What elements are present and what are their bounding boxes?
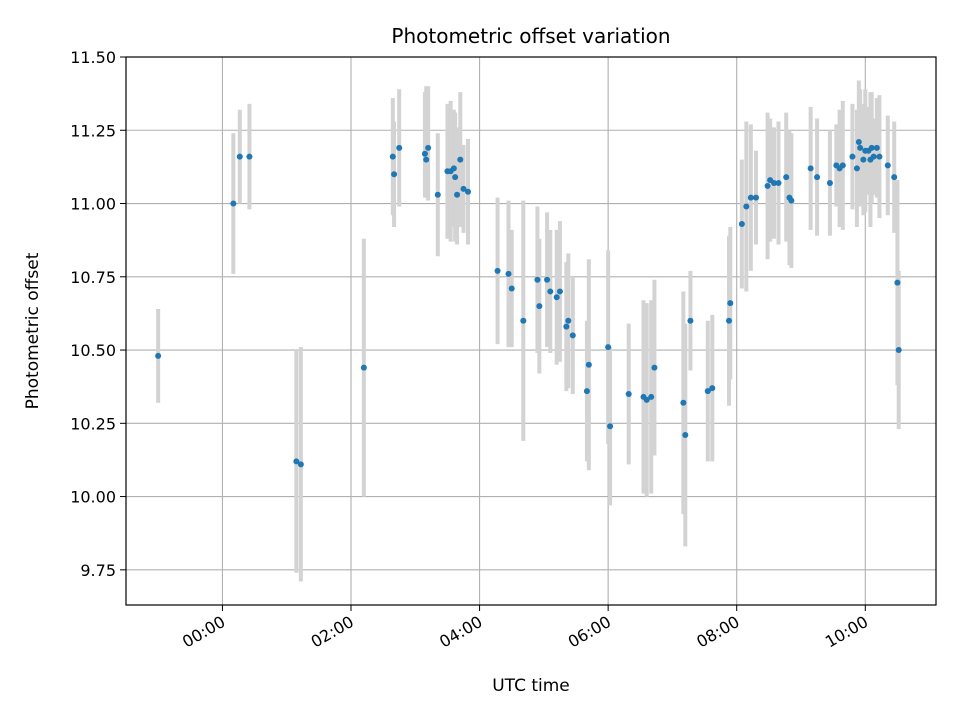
data-point <box>585 361 592 368</box>
data-point <box>651 364 658 371</box>
y-tick-label: 10.25 <box>70 414 116 433</box>
data-point <box>682 432 689 439</box>
data-point <box>460 185 467 192</box>
y-tick-label: 11.25 <box>70 121 116 140</box>
data-point <box>246 153 253 160</box>
data-point <box>625 391 632 398</box>
data-point <box>434 191 441 198</box>
data-point <box>868 144 875 151</box>
data-point <box>494 267 501 274</box>
data-point <box>855 138 862 145</box>
x-axis-label: UTC time <box>492 676 570 696</box>
data-point <box>873 144 880 151</box>
data-point <box>421 150 428 157</box>
y-tick-label: 10.50 <box>70 341 116 360</box>
data-point <box>709 385 716 392</box>
data-point <box>891 174 898 181</box>
data-point <box>452 174 459 181</box>
data-point <box>783 174 790 181</box>
data-point <box>727 300 734 307</box>
y-axis-label: Photometric offset <box>23 252 43 409</box>
data-points <box>155 138 902 468</box>
data-point <box>894 279 901 286</box>
data-point <box>396 144 403 151</box>
data-point <box>553 294 560 301</box>
data-point <box>230 200 237 207</box>
data-point <box>236 153 243 160</box>
data-point <box>895 347 902 354</box>
data-point <box>293 458 300 465</box>
data-point <box>743 203 750 210</box>
y-tick-label: 10.75 <box>70 268 116 287</box>
data-point <box>726 317 732 324</box>
data-point <box>839 162 846 169</box>
data-point <box>360 364 367 371</box>
data-point <box>687 317 694 324</box>
data-point <box>563 323 570 330</box>
y-tick-label: 9.75 <box>80 561 116 580</box>
data-point <box>814 174 821 181</box>
data-point <box>747 194 754 201</box>
y-tick-label: 10.00 <box>70 488 116 507</box>
data-point <box>764 182 771 189</box>
data-point <box>807 165 814 172</box>
data-point <box>607 423 614 430</box>
y-axis-ticks: 9.75 10.00 10.25 10.50 10.75 11.00 11.25 11.50 <box>70 48 126 580</box>
data-point <box>505 270 512 277</box>
data-point <box>423 156 430 163</box>
data-point <box>534 276 541 283</box>
data-point <box>857 144 864 151</box>
data-point <box>826 180 833 187</box>
plot-frame <box>125 56 937 606</box>
data-point <box>788 197 795 204</box>
data-point <box>605 344 612 351</box>
data-point <box>297 461 304 468</box>
chart-title: Photometric offset variation <box>391 24 670 48</box>
data-point <box>544 276 551 283</box>
data-point <box>753 194 759 201</box>
data-point <box>648 393 655 400</box>
data-point <box>565 317 572 324</box>
y-tick-label: 11.00 <box>70 195 116 214</box>
data-point <box>738 221 745 228</box>
data-point <box>860 156 867 163</box>
data-point <box>870 153 877 160</box>
data-point <box>569 332 576 339</box>
data-point <box>583 388 590 395</box>
data-point <box>536 303 543 310</box>
data-point <box>884 162 891 169</box>
data-point <box>704 388 711 395</box>
data-point <box>771 180 777 187</box>
data-point <box>853 165 860 172</box>
data-point <box>680 399 687 406</box>
data-point <box>465 188 471 195</box>
data-point <box>547 288 554 295</box>
data-point <box>520 317 527 324</box>
data-point <box>775 180 782 187</box>
data-point <box>425 144 432 151</box>
data-point <box>508 285 515 292</box>
data-point <box>849 153 856 160</box>
data-point <box>450 165 457 172</box>
data-point <box>454 191 461 198</box>
data-point <box>391 171 398 178</box>
data-point <box>556 288 563 295</box>
data-point <box>457 156 464 163</box>
data-point <box>389 153 396 160</box>
data-point <box>155 352 162 359</box>
y-tick-label: 11.50 <box>70 48 116 67</box>
data-point <box>876 153 883 160</box>
data-point <box>643 396 650 403</box>
